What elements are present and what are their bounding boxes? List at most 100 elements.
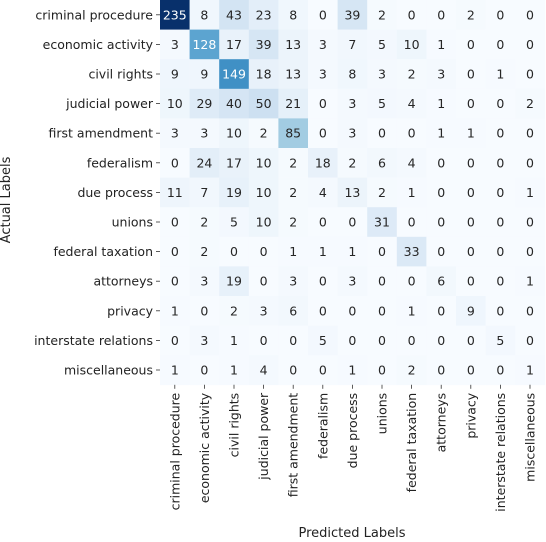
- x-tick-labels: criminal procedure economic activity civil…: [167, 384, 538, 512]
- cell-value-label: 2: [378, 185, 386, 200]
- cell-value-label: 0: [289, 333, 297, 348]
- heatmap-cell: [485, 207, 516, 238]
- cell-value-label: 0: [437, 333, 445, 348]
- heatmap-cell: [248, 177, 279, 208]
- cell-value-label: 0: [467, 155, 475, 170]
- heatmap-cell: [248, 236, 279, 267]
- cell-value-label: 5: [378, 37, 386, 52]
- heatmap-cell: [189, 0, 220, 30]
- y-tick-label: federal taxation: [53, 244, 153, 259]
- cell-value-label: 2: [289, 215, 297, 230]
- heatmap-cell: [485, 296, 516, 326]
- heatmap-cell: [308, 355, 338, 386]
- cell-value-label: 2: [289, 155, 297, 170]
- cell-value-label: 1: [230, 363, 238, 378]
- heatmap-cell: [219, 29, 250, 60]
- heatmap-cell: [367, 177, 398, 208]
- cell-value-label: 0: [171, 155, 179, 170]
- heatmap-cell: [426, 296, 457, 326]
- cell-value-label: 43: [226, 7, 242, 22]
- heatmap-cell: [278, 325, 309, 356]
- heatmap-cell: [396, 177, 427, 208]
- heatmap-cell: [308, 296, 338, 326]
- heatmap-cell: [278, 0, 309, 30]
- cell-value-label: 29: [196, 96, 212, 111]
- cell-value-label: 0: [437, 185, 445, 200]
- heatmap-cell: [160, 325, 190, 356]
- y-tick-label: judicial power: [65, 96, 154, 111]
- cell-value-label: 85: [285, 126, 301, 141]
- heatmap-cell: [278, 296, 309, 326]
- heatmap-cell: [426, 29, 457, 60]
- cell-value-label: 5: [378, 96, 386, 111]
- cell-value-label: 1: [408, 303, 416, 318]
- cell-value-label: 0: [496, 274, 504, 289]
- heatmap-cell: [515, 355, 546, 386]
- heatmap-cell: [219, 148, 250, 178]
- heatmap-cell: [248, 29, 279, 60]
- cell-value-label: 24: [196, 155, 212, 170]
- heatmap-cell: [248, 88, 279, 119]
- heatmap-cell: [189, 266, 220, 297]
- cell-value-label: 0: [319, 303, 327, 318]
- heatmap-cell: [396, 236, 427, 267]
- cell-value-label: 1: [526, 185, 534, 200]
- cell-value-label: 7: [200, 185, 208, 200]
- heatmap-cell: [337, 118, 368, 149]
- cell-value-label: 1: [348, 244, 356, 259]
- cell-value-label: 0: [496, 363, 504, 378]
- cell-value-label: 1: [526, 363, 534, 378]
- cell-value-label: 0: [378, 244, 386, 259]
- x-tick-label: interstate relations: [493, 393, 508, 512]
- cell-value-label: 13: [285, 67, 301, 82]
- heatmap-cell: [367, 148, 398, 178]
- heatmap-cell: [308, 266, 338, 297]
- cell-value-label: 40: [226, 96, 242, 111]
- cell-value-label: 0: [319, 126, 327, 141]
- heatmap-cell: [189, 29, 220, 60]
- heatmap-cell: [426, 207, 457, 238]
- cell-value-label: 0: [260, 333, 268, 348]
- heatmap-cell: [308, 118, 338, 149]
- cell-value-label: 0: [378, 126, 386, 141]
- cell-value-label: 39: [256, 37, 272, 52]
- heatmap-cell: [456, 148, 486, 178]
- cell-value-label: 11: [167, 185, 183, 200]
- cell-value-label: 0: [319, 7, 327, 22]
- heatmap-cell: [308, 148, 338, 178]
- x-tick-label: attorneys: [434, 393, 449, 453]
- cell-value-label: 3: [200, 274, 208, 289]
- x-tick-label: federal taxation: [404, 393, 419, 493]
- cell-value-label: 6: [378, 155, 386, 170]
- cell-value-label: 0: [467, 274, 475, 289]
- heatmap-cell: [485, 355, 516, 386]
- heatmap-cell: [248, 148, 279, 178]
- cell-value-label: 2: [289, 185, 297, 200]
- cell-value-label: 3: [171, 126, 179, 141]
- cell-value-label: 1: [496, 67, 504, 82]
- heatmap-cell: [248, 325, 279, 356]
- cell-value-label: 33: [404, 244, 420, 259]
- heatmap-cell: [278, 355, 309, 386]
- heatmap-cell: [515, 59, 546, 90]
- cell-value-label: 0: [319, 274, 327, 289]
- heatmap-cell: [485, 266, 516, 297]
- cell-value-label: 149: [222, 67, 246, 82]
- y-tick-label: economic activity: [43, 37, 154, 52]
- cell-value-label: 10: [404, 37, 420, 52]
- cell-value-label: 0: [408, 215, 416, 230]
- heatmap-cell: [515, 296, 546, 326]
- cell-value-label: 0: [526, 37, 534, 52]
- cell-value-label: 13: [344, 185, 360, 200]
- cell-value-label: 0: [408, 333, 416, 348]
- heatmap-cell: [396, 29, 427, 60]
- x-tick-label: miscellaneous: [523, 393, 538, 482]
- cell-value-label: 1: [230, 333, 238, 348]
- cell-value-label: 0: [496, 126, 504, 141]
- cell-value-label: 0: [526, 67, 534, 82]
- heatmap-cell: [248, 59, 279, 90]
- heatmap-cell: [396, 59, 427, 90]
- heatmap-cell: [367, 355, 398, 386]
- y-tick-label: attorneys: [93, 274, 153, 289]
- cell-value-label: 0: [496, 185, 504, 200]
